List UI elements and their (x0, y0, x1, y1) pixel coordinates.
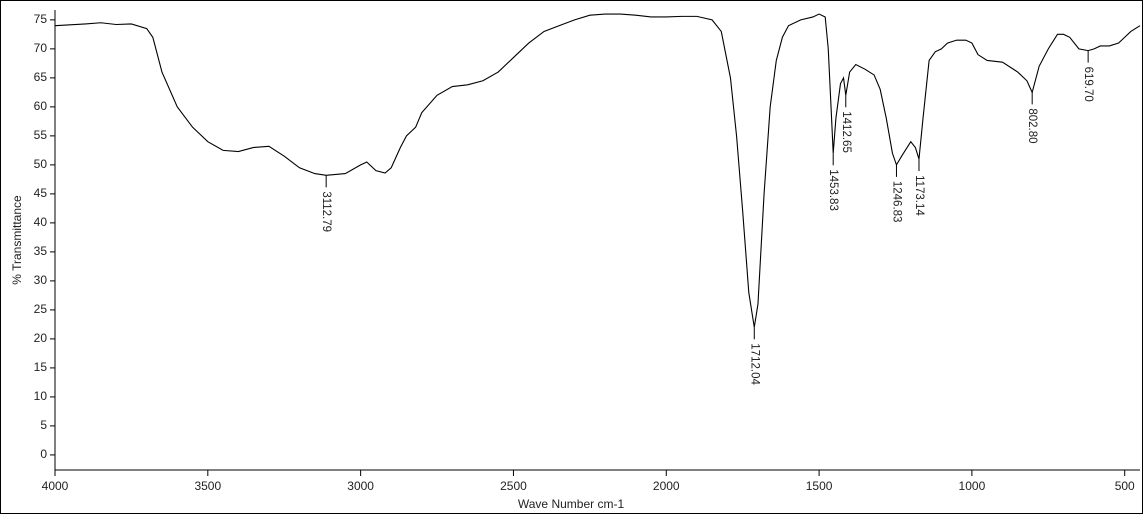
y-tick-label: 70 (34, 41, 48, 55)
x-tick-label: 1000 (959, 479, 986, 493)
y-tick-label: 5 (40, 418, 47, 432)
y-tick-label: 0 (40, 447, 47, 461)
peak-label: 1453.83 (827, 169, 839, 211)
y-tick-label: 40 (34, 215, 48, 229)
spectrum-line (54, 13, 1141, 328)
y-axis-label: % Transmittance (10, 195, 24, 285)
y-tick-label: 20 (34, 331, 48, 345)
y-tick-label: 10 (34, 389, 48, 403)
y-tick-label: 30 (34, 273, 48, 287)
peak-label: 619.70 (1082, 67, 1094, 102)
x-tick-label: 3500 (194, 479, 221, 493)
x-axis-label: Wave Number cm-1 (518, 497, 625, 511)
y-tick-label: 65 (34, 70, 48, 84)
peak-label: 1173.14 (913, 175, 925, 216)
y-tick-label: 45 (34, 186, 48, 200)
peak-label: 802.80 (1026, 108, 1038, 143)
y-tick-label: 25 (34, 302, 48, 316)
x-tick-label: 4000 (42, 479, 69, 493)
x-tick-label: 2000 (653, 479, 680, 493)
x-tick-label: 2500 (500, 479, 527, 493)
y-tick-label: 15 (34, 360, 48, 374)
x-tick-label: 3000 (347, 479, 374, 493)
peak-label: 3112.79 (320, 191, 332, 232)
y-tick-label: 50 (34, 157, 48, 171)
x-tick-label: 1500 (806, 479, 833, 493)
peak-label: 1246.83 (890, 181, 902, 223)
peak-label: 1412.65 (840, 111, 852, 153)
x-tick-label: 500 (1115, 479, 1135, 493)
y-tick-label: 35 (34, 244, 48, 258)
y-tick-label: 60 (34, 99, 48, 113)
y-tick-label: 75 (34, 12, 48, 26)
y-tick-label: 55 (34, 128, 48, 142)
peak-label: 1712.04 (748, 343, 760, 385)
